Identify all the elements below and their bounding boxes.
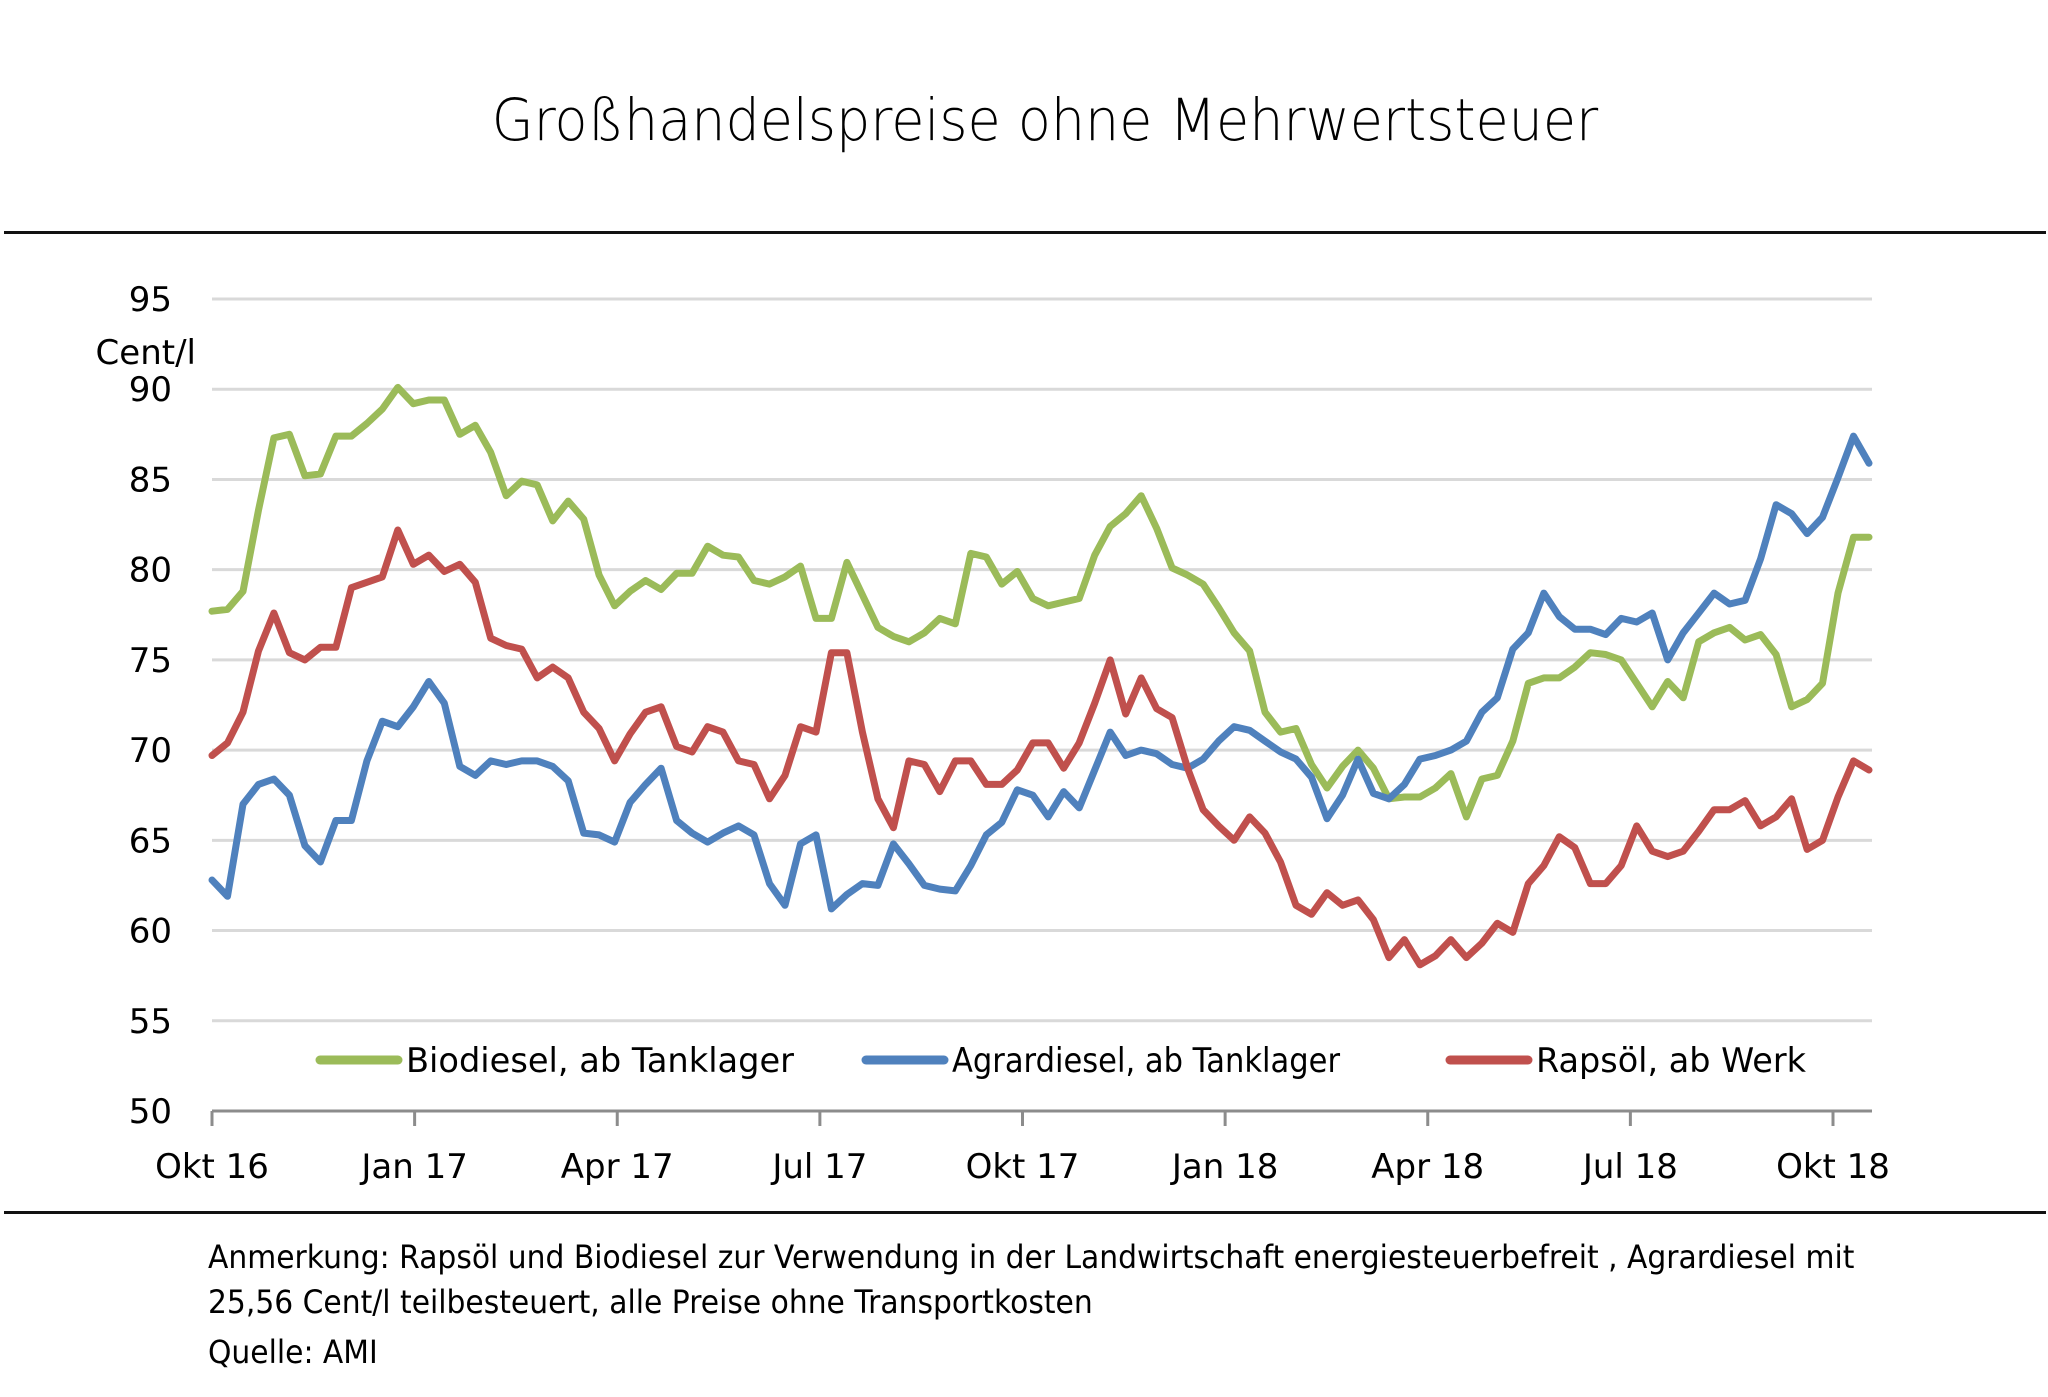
x-tick-label: Apr 18 [1371, 1147, 1484, 1187]
legend-label: Rapsöl, ab Werk [1536, 1041, 1806, 1081]
series-line-biodiesel [208, 383, 1873, 821]
footnote-line-1: Anmerkung: Rapsöl und Biodiesel zur Verw… [208, 1238, 1855, 1276]
chart-title: Großhandelspreise ohne Mehrwertsteuer [491, 86, 1599, 154]
y-tick-label: 85 [129, 460, 172, 500]
top-rule [4, 231, 2046, 234]
y-tick-label: 75 [129, 641, 172, 681]
y-tick-label: 70 [129, 731, 172, 771]
y-tick-label: 95 [129, 280, 172, 320]
y-tick-label: 50 [129, 1092, 172, 1132]
x-axis-ticks: Okt 16 Jan 17 Apr 17 Jul 17 Okt 17 Jan 18 Apr … [155, 1147, 1890, 1187]
x-tick-label: Jul 17 [770, 1147, 867, 1187]
y-tick-label: 90 [129, 370, 172, 410]
source-note: Quelle: AMI [208, 1333, 378, 1371]
legend-item: Biodiesel, ab Tanklager [315, 1041, 794, 1081]
x-tick-label: Jan 18 [1170, 1147, 1278, 1187]
gridlines [212, 297, 1872, 1023]
x-tick-label: Apr 17 [561, 1147, 674, 1187]
y-axis-ticks: 95 90 85 80 75 70 65 60 55 50 [129, 280, 172, 1132]
series-line-agrardiesel [208, 432, 1873, 913]
line-chart: 95 90 85 80 75 70 65 60 55 50 Cent/l Okt 16 Jan 17… [96, 280, 1890, 1187]
x-tick-label: Jul 18 [1581, 1147, 1678, 1187]
footnote-line-2: 25,56 Cent/l teilbesteuert, alle Preise … [208, 1283, 1093, 1321]
x-tick-label: Jan 17 [359, 1147, 467, 1187]
legend: Biodiesel, ab Tanklager Agrardiesel, ab T… [315, 1041, 1806, 1081]
y-tick-label: 80 [129, 551, 172, 591]
x-tick-label: Okt 16 [155, 1147, 269, 1187]
legend-item: Rapsöl, ab Werk [1445, 1041, 1806, 1081]
y-tick-label: 65 [129, 821, 172, 861]
x-axis [210, 1109, 1872, 1126]
y-tick-label: 55 [129, 1002, 172, 1042]
legend-label: Agrardiesel, ab Tanklager [952, 1041, 1340, 1081]
legend-label: Biodiesel, ab Tanklager [406, 1041, 794, 1081]
series-lines [208, 383, 1873, 969]
y-axis-label: Cent/l [96, 333, 196, 373]
y-tick-label: 60 [129, 912, 172, 952]
series-line-rapsoel [208, 526, 1873, 969]
legend-item: Agrardiesel, ab Tanklager [861, 1041, 1340, 1081]
x-tick-label: Okt 18 [1776, 1147, 1890, 1187]
x-tick-label: Okt 17 [966, 1147, 1080, 1187]
bottom-rule [4, 1211, 2046, 1214]
